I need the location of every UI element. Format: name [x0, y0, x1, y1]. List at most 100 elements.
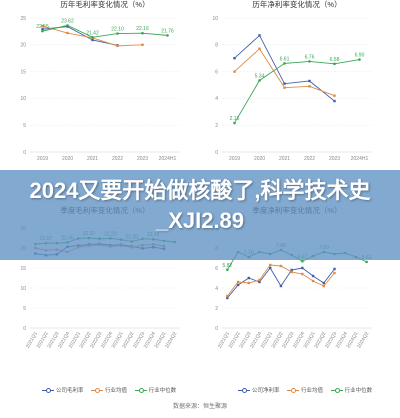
x-tick-label: 2020: [62, 156, 73, 162]
x-tick-label: 2019: [229, 156, 240, 162]
data-point-company: [91, 38, 94, 42]
data-point-median: [301, 260, 304, 263]
chart-top-right: 历年净利率变化情况（%） 0 2 4 6 8 10 2019 2020 2021 2022 2023 2…: [212, 0, 372, 162]
legend-item-mean: 行业均值: [91, 386, 127, 394]
y-tick-label: 10: [20, 96, 26, 102]
data-point-mean: [236, 280, 240, 284]
y-tick-label: 6: [215, 69, 218, 75]
y-tick-label: 25: [20, 16, 26, 22]
x-tick-label: 2021: [279, 156, 290, 162]
data-point-median: [41, 29, 44, 33]
data-point-company: [247, 276, 250, 280]
data-point-company: [290, 268, 293, 272]
data-point-company: [308, 79, 311, 83]
series-line-median: [234, 59, 360, 124]
data-point-mean: [301, 272, 304, 276]
data-point-median: [91, 35, 94, 39]
data-point-median: [358, 58, 361, 61]
data-point-company: [333, 267, 336, 271]
data-label: 22.10: [111, 27, 124, 33]
series-line-company: [227, 267, 335, 299]
data-point-median: [226, 268, 229, 272]
legend-item-median: 行业中位数: [330, 386, 373, 394]
data-point-mean: [333, 271, 336, 275]
data-point-mean: [322, 284, 325, 288]
data-point-median: [141, 31, 144, 35]
data-point-mean: [269, 263, 272, 267]
legend-label: 公司净利率: [252, 388, 280, 394]
data-point-company: [269, 266, 272, 270]
x-tick-label: 2021: [87, 156, 98, 162]
headline-text: 2024又要开始做核酸了,科学技术史_XJI2.89: [29, 178, 371, 233]
data-point-company: [258, 34, 261, 37]
data-label: 21.42: [86, 30, 99, 36]
legend-label: 行业中位数: [344, 388, 373, 394]
data-point-mean: [258, 47, 261, 51]
data-point-company: [283, 82, 286, 85]
legend-item-mean: 行业均值: [287, 386, 323, 394]
data-point-company: [322, 281, 325, 285]
y-tick-label: 10: [212, 16, 218, 22]
headline-banner: [0, 170, 400, 260]
data-point-mean: [279, 264, 283, 268]
data-point-mean: [66, 31, 69, 35]
x-tick-label: 2022: [304, 156, 315, 162]
legend-item-median: 行业中位数: [134, 386, 177, 394]
source-footer: 数据来源：恒生聚源: [172, 404, 227, 410]
y-tick-label: 4: [215, 286, 218, 292]
legend-label: 行业中位数: [148, 388, 177, 394]
x-tick-label: 2024H1: [159, 156, 177, 162]
data-point-median: [258, 79, 261, 82]
data-point-median: [166, 34, 169, 37]
data-point-mean: [116, 44, 119, 48]
x-tick-label: 2023: [329, 156, 340, 162]
y-tick-label: 8: [215, 43, 218, 49]
data-point-median: [283, 62, 286, 65]
legend-label: 公司毛利率: [56, 388, 84, 394]
data-label: 6.76: [305, 54, 315, 60]
data-point-company: [233, 57, 236, 60]
data-point-mean: [41, 24, 44, 28]
y-tick-label: 0: [23, 326, 26, 332]
series-line-company: [234, 34, 335, 102]
x-tick-label: 2023: [137, 156, 148, 162]
y-tick-label: 15: [20, 266, 26, 272]
data-point-company: [258, 280, 261, 284]
y-tick-label: 10: [20, 286, 26, 292]
data-point-company: [41, 28, 44, 31]
data-point-mean: [290, 270, 293, 274]
data-label: 6.58: [330, 57, 340, 63]
data-point-mean: [233, 70, 236, 73]
data-point-company: [279, 284, 283, 288]
series-line-median: [42, 24, 168, 38]
y-tick-label: 0: [215, 326, 218, 332]
data-label: 2.16: [230, 116, 240, 122]
data-label: 5.34: [255, 73, 265, 79]
data-point-median: [116, 32, 119, 35]
x-tick-label: 2020: [254, 156, 265, 162]
data-point-mean: [333, 94, 336, 97]
data-point-mean: [308, 85, 311, 88]
data-label: 22.55: [36, 24, 49, 30]
data-point-company: [311, 274, 315, 278]
y-tick-label: 5: [23, 123, 26, 129]
legend-item-company: 公司净利率: [238, 386, 280, 394]
y-tick-label: 20: [20, 43, 26, 49]
data-point-mean: [247, 281, 250, 285]
data-point-company: [301, 266, 304, 270]
data-point-median: [308, 60, 311, 63]
series-line-mean: [226, 264, 335, 297]
chart-title: 历年净利率变化情况（%）: [252, 0, 341, 9]
y-tick-label: 6: [215, 266, 218, 272]
data-point-median: [66, 24, 69, 27]
y-tick-label: 4: [215, 96, 218, 102]
legend-item-company: 公司毛利率: [42, 386, 84, 394]
data-label: 5.82: [222, 263, 232, 269]
data-point-company: [226, 296, 229, 300]
y-tick-label: 0: [23, 150, 26, 156]
y-tick-label: 5: [23, 306, 26, 312]
y-tick-label: 2: [215, 123, 218, 129]
chart-top-left: 历年毛利率变化情况（%） 0 5 10 15 20 25 2019 2020 2021 2022 20…: [20, 0, 180, 162]
data-label: 23.62: [61, 18, 74, 24]
